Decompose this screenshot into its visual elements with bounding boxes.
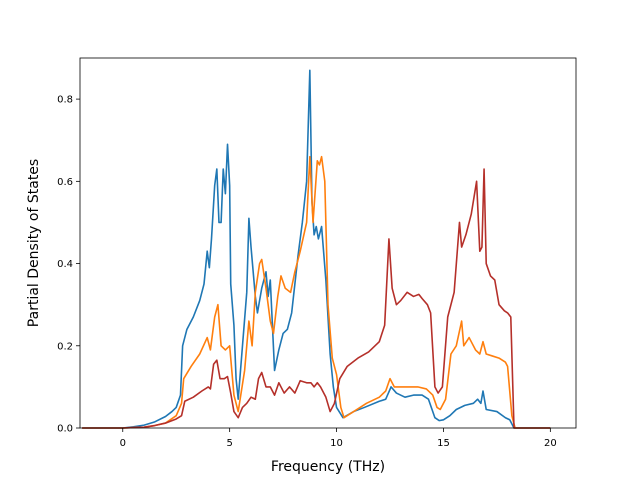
x-tick-label: 10: [330, 438, 343, 449]
y-tick-label: 0.2: [57, 341, 73, 352]
x-tick-label: 5: [226, 438, 232, 449]
y-axis-label: Partial Density of States: [26, 159, 42, 327]
series-line-3: [82, 168, 551, 429]
y-tick-label: 0.0: [57, 424, 73, 435]
x-tick-label: 20: [544, 438, 557, 449]
plot-area: [79, 57, 577, 429]
x-tick-label: 0: [120, 438, 126, 449]
x-tick-label: 15: [437, 438, 450, 449]
y-tick-label: 0.6: [57, 177, 73, 188]
x-axis-ticks: 0 5 10 15 20: [120, 428, 557, 449]
y-axis-ticks: 0.0 0.2 0.4 0.6 0.8: [57, 95, 80, 435]
x-axis-label: Frequency (THz): [271, 459, 385, 475]
series-line-1: [82, 69, 551, 429]
y-tick-label: 0.8: [57, 95, 73, 106]
axes-frame: [79, 57, 577, 429]
y-tick-label: 0.4: [57, 259, 73, 270]
series-layer: [82, 69, 551, 429]
axes-background: [80, 58, 576, 428]
series-line-2: [82, 155, 551, 429]
